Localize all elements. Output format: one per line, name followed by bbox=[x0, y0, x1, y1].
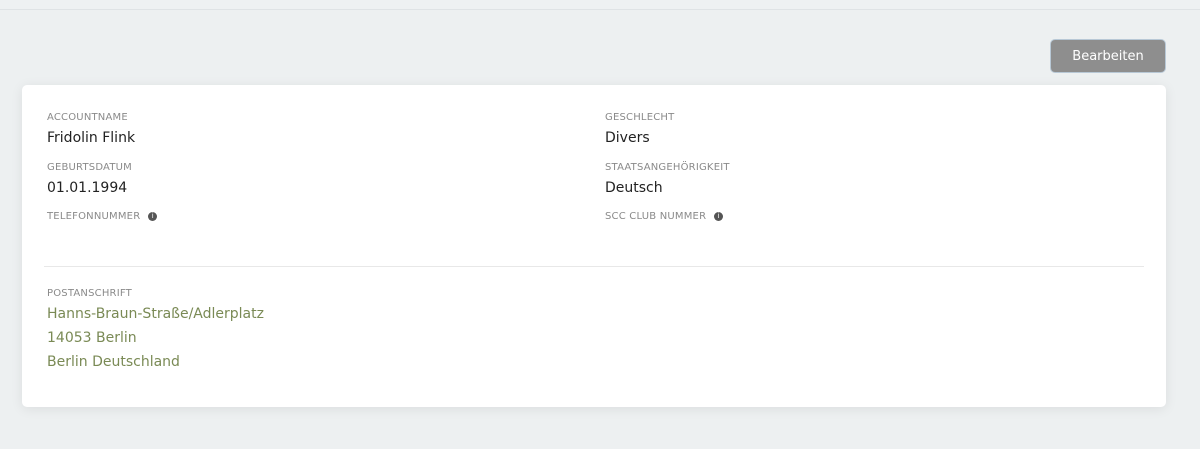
nationality-label: STAATSANGEHÖRIGKEIT bbox=[605, 162, 730, 173]
address-line: 14053 Berlin bbox=[47, 330, 137, 346]
info-icon[interactable]: i bbox=[148, 212, 158, 221]
gender-label: GESCHLECHT bbox=[605, 112, 675, 123]
phone-label: TELEFONNUMMER i bbox=[47, 211, 158, 222]
address-label: POSTANSCHRIFT bbox=[47, 288, 132, 299]
birthdate-value: 01.01.1994 bbox=[47, 180, 128, 196]
accountname-value: Fridolin Flink bbox=[47, 130, 136, 146]
scc-label-text: SCC CLUB NUMMER bbox=[605, 211, 707, 222]
top-bar bbox=[0, 0, 1200, 10]
address-line: Hanns-Braun-Straße/Adlerplatz bbox=[47, 306, 264, 322]
birthdate-label: GEBURTSDATUM bbox=[47, 162, 132, 173]
info-icon[interactable]: i bbox=[714, 212, 724, 221]
profile-card: ACCOUNTNAME Fridolin Flink GEBURTSDATUM … bbox=[22, 85, 1166, 407]
nationality-value: Deutsch bbox=[605, 180, 663, 196]
address-line: Berlin Deutschland bbox=[47, 354, 180, 370]
gender-value: Divers bbox=[605, 130, 650, 146]
divider bbox=[44, 266, 1144, 267]
edit-button[interactable]: Bearbeiten bbox=[1050, 39, 1166, 73]
scc-label: SCC CLUB NUMMER i bbox=[605, 211, 724, 222]
phone-label-text: TELEFONNUMMER bbox=[47, 211, 141, 222]
accountname-label: ACCOUNTNAME bbox=[47, 112, 128, 123]
